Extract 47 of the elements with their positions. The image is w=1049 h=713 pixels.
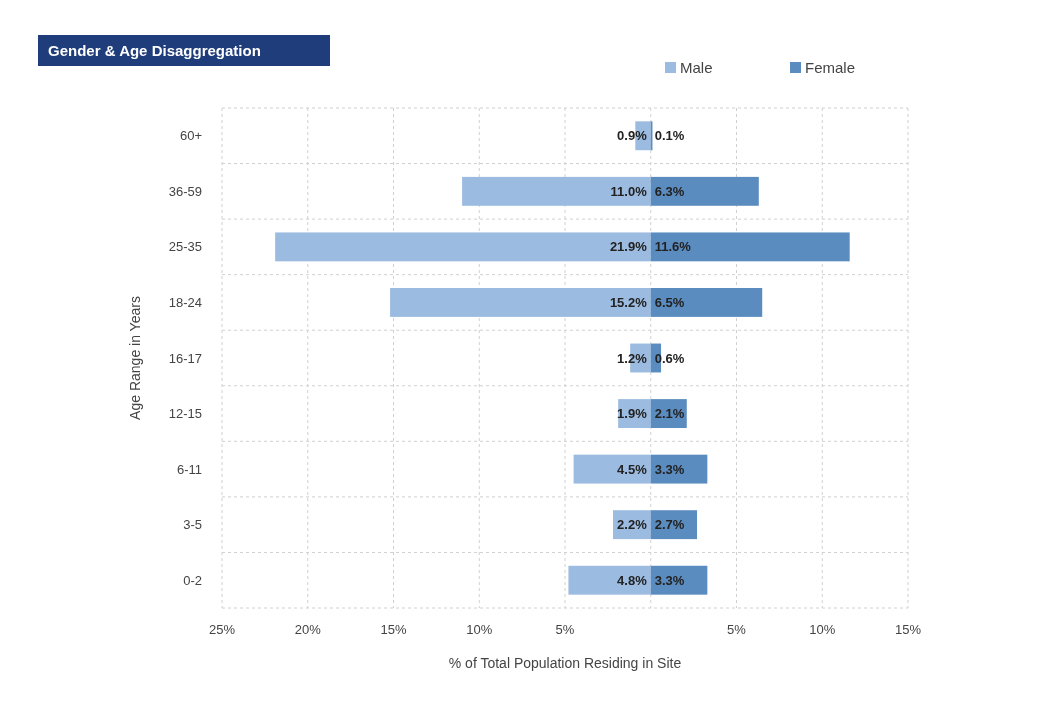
x-tick-label: 20% <box>294 622 322 637</box>
chart-title: Gender & Age Disaggregation <box>48 42 261 60</box>
bar <box>573 454 651 484</box>
legend-label: Male <box>680 59 713 77</box>
x-tick-label: 10% <box>809 622 836 637</box>
x-tick-label: 5% <box>727 622 747 637</box>
x-tick-label: 10% <box>466 622 493 637</box>
y-tick-label: 6-11 <box>176 461 202 477</box>
bar <box>568 565 651 595</box>
x-axis-title: % of Total Population Residing in Site <box>448 655 682 671</box>
annotation: 2.2% <box>617 517 648 533</box>
x-tick-label: 5% <box>555 622 575 637</box>
data-label: 11.6% <box>654 239 692 255</box>
y-tick-label: 18-24 <box>168 294 202 310</box>
y-tick-label: 25-35 <box>168 239 202 255</box>
x-tick-label: 15% <box>894 622 922 637</box>
data-label: 3.3% <box>654 461 685 477</box>
bar <box>275 232 651 262</box>
y-axis-title: Age Range in Years <box>127 296 143 420</box>
data-label: 3.3% <box>654 572 685 588</box>
bar <box>390 288 651 317</box>
x-tick-label: 25% <box>208 622 236 637</box>
data-label: 2.7% <box>654 517 685 533</box>
annotation: 11.0% <box>610 183 648 199</box>
bar <box>650 288 763 317</box>
y-tick-label: 0-2 <box>183 572 202 588</box>
data-label: 0.1% <box>654 128 685 144</box>
annotation: 0.9% <box>617 128 648 144</box>
bar <box>650 176 759 206</box>
y-tick-label: 60+ <box>179 128 202 144</box>
y-tick-label: 12-15 <box>168 406 202 422</box>
annotation: 1.9% <box>617 406 648 422</box>
annotation: 15.2% <box>609 294 648 310</box>
annotation: 4.8% <box>617 572 648 588</box>
data-label: 6.5% <box>654 294 685 310</box>
annotation: 21.9% <box>609 239 648 255</box>
bar <box>650 232 850 262</box>
legend-label: Female <box>805 59 856 77</box>
annotation: 4.5% <box>617 461 648 477</box>
annotation: 1.2% <box>617 350 648 366</box>
data-label: 6.3% <box>654 183 685 199</box>
bar <box>462 176 651 206</box>
y-tick-label: 36-59 <box>168 183 202 199</box>
x-tick-label: 15% <box>380 622 407 637</box>
data-label: 2.1% <box>654 406 685 422</box>
y-tick-label: 3-5 <box>183 517 202 533</box>
y-tick-label: 16-17 <box>168 350 202 366</box>
